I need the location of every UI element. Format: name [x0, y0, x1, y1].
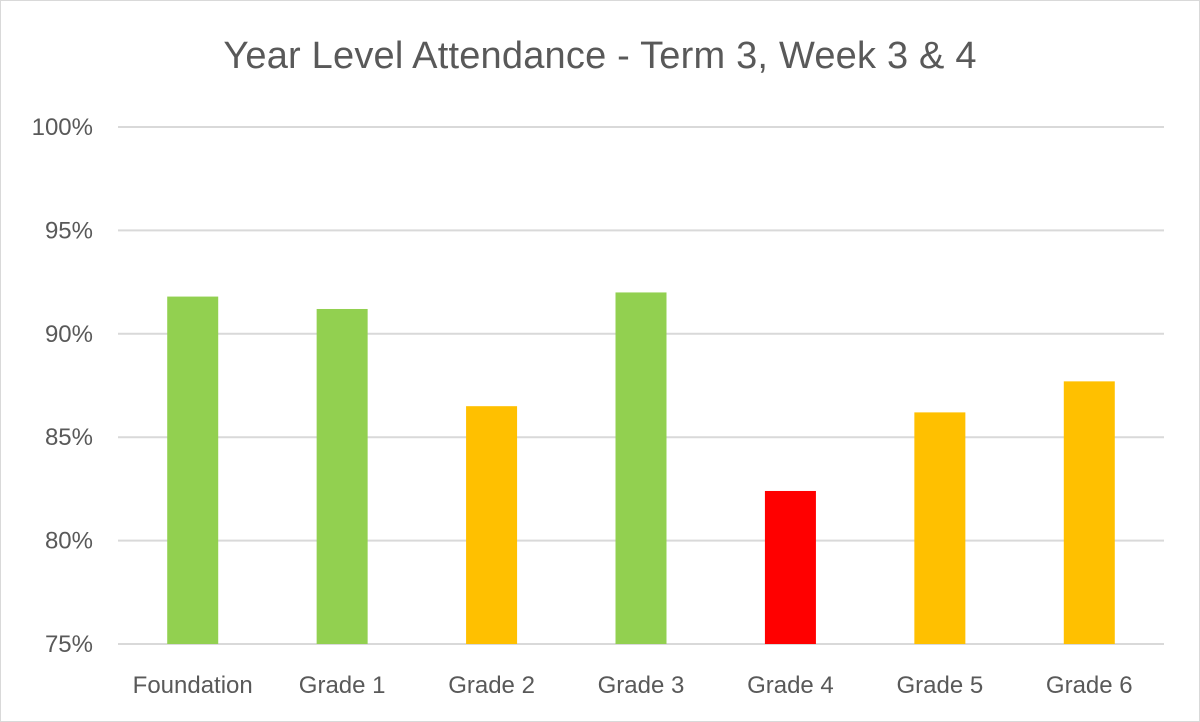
y-tick-label: 75%: [45, 631, 93, 658]
x-axis-category-labels: Foundation Grade 1 Grade 2 Grade 3 Grade 4 Gr…: [133, 672, 1133, 699]
bar-grade-6: [1063, 381, 1115, 644]
y-tick-label: 90%: [45, 321, 93, 348]
category-label: Grade 2: [448, 672, 535, 699]
y-tick-label: 85%: [45, 424, 93, 451]
bar-grade-1: [316, 308, 368, 644]
category-label: Grade 5: [896, 672, 983, 699]
bar-grade-3: [615, 292, 667, 644]
bar-grade-4: [764, 490, 816, 644]
category-label: Grade 4: [747, 672, 834, 699]
bar-foundation: [167, 296, 219, 644]
bars: [167, 292, 1115, 644]
chart-title: Year Level Attendance - Term 3, Week 3 &…: [223, 35, 977, 77]
y-tick-label: 100%: [32, 114, 93, 141]
category-label: Foundation: [133, 672, 253, 699]
bar-grade-2: [466, 406, 518, 644]
category-label: Grade 3: [598, 672, 685, 699]
y-tick-label: 80%: [45, 528, 93, 555]
y-axis-tick-labels: 75% 80% 85% 90% 95% 100%: [32, 114, 93, 658]
bar-grade-5: [914, 412, 966, 644]
y-tick-label: 95%: [45, 217, 93, 244]
category-label: Grade 1: [299, 672, 386, 699]
category-label: Grade 6: [1046, 672, 1133, 699]
